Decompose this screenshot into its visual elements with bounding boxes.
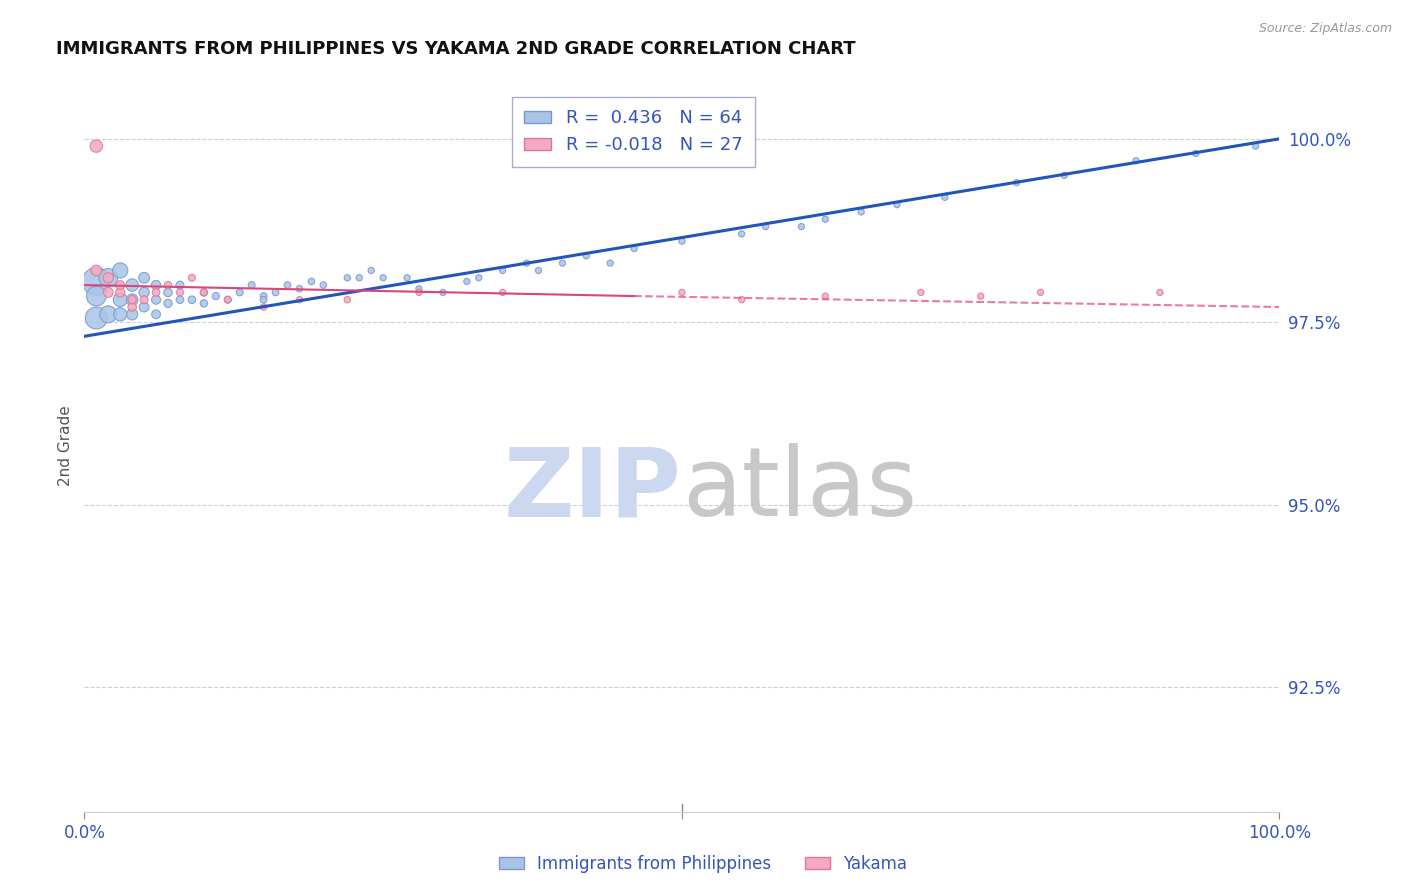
- Point: [468, 270, 491, 285]
- Point: [145, 293, 167, 307]
- Point: [229, 285, 252, 300]
- Point: [671, 234, 693, 248]
- Text: ZIP: ZIP: [503, 443, 682, 536]
- Point: [132, 285, 156, 300]
- Point: [205, 289, 228, 303]
- Point: [157, 278, 180, 293]
- Point: [157, 296, 180, 310]
- Point: [551, 256, 574, 270]
- Point: [349, 270, 371, 285]
- Text: Source: ZipAtlas.com: Source: ZipAtlas.com: [1258, 22, 1392, 36]
- Point: [336, 293, 359, 307]
- Point: [623, 242, 645, 256]
- Point: [132, 300, 156, 314]
- Point: [121, 293, 143, 307]
- Point: [145, 278, 167, 293]
- Point: [970, 289, 993, 303]
- Point: [169, 293, 191, 307]
- Point: [132, 270, 156, 285]
- Point: [97, 270, 120, 285]
- Point: [86, 311, 108, 326]
- Point: [1053, 169, 1076, 183]
- Point: [288, 293, 311, 307]
- Point: [157, 285, 180, 300]
- Point: [121, 307, 143, 321]
- Point: [599, 256, 621, 270]
- Point: [193, 285, 215, 300]
- Point: [181, 270, 204, 285]
- Point: [253, 300, 276, 314]
- Point: [492, 285, 515, 300]
- Point: [360, 263, 382, 277]
- Point: [86, 289, 108, 303]
- Point: [169, 285, 191, 300]
- Point: [86, 139, 108, 153]
- Point: [97, 285, 120, 300]
- Legend: R =  0.436   N = 64, R = -0.018   N = 27: R = 0.436 N = 64, R = -0.018 N = 27: [512, 96, 755, 167]
- Point: [1244, 139, 1267, 153]
- Point: [86, 263, 108, 277]
- Point: [934, 190, 956, 204]
- Point: [253, 293, 276, 307]
- Point: [301, 275, 323, 289]
- Point: [1185, 146, 1208, 161]
- Text: atlas: atlas: [682, 443, 917, 536]
- Point: [492, 263, 515, 277]
- Point: [288, 282, 311, 296]
- Point: [193, 285, 215, 300]
- Point: [253, 289, 276, 303]
- Point: [217, 293, 239, 307]
- Point: [755, 219, 778, 234]
- Point: [145, 307, 167, 321]
- Point: [814, 212, 837, 227]
- Point: [132, 293, 156, 307]
- Point: [336, 270, 359, 285]
- Point: [193, 296, 215, 310]
- Point: [790, 219, 813, 234]
- Point: [169, 278, 191, 293]
- Point: [264, 285, 287, 300]
- Point: [1125, 153, 1147, 168]
- Point: [373, 270, 395, 285]
- Point: [731, 227, 754, 241]
- Point: [432, 285, 454, 300]
- Point: [110, 263, 132, 277]
- Point: [408, 282, 430, 296]
- Point: [181, 293, 204, 307]
- Point: [97, 270, 120, 285]
- Point: [1005, 176, 1028, 190]
- Point: [217, 293, 239, 307]
- Point: [814, 289, 837, 303]
- Point: [396, 270, 419, 285]
- Point: [312, 278, 335, 293]
- Legend: Immigrants from Philippines, Yakama: Immigrants from Philippines, Yakama: [492, 848, 914, 880]
- Point: [886, 197, 908, 211]
- Point: [731, 293, 754, 307]
- Point: [145, 285, 167, 300]
- Text: IMMIGRANTS FROM PHILIPPINES VS YAKAMA 2ND GRADE CORRELATION CHART: IMMIGRANTS FROM PHILIPPINES VS YAKAMA 2N…: [56, 40, 856, 58]
- Point: [121, 300, 143, 314]
- Point: [121, 293, 143, 307]
- Point: [1149, 285, 1171, 300]
- Y-axis label: 2nd Grade: 2nd Grade: [58, 406, 73, 486]
- Point: [110, 307, 132, 321]
- Point: [456, 275, 478, 289]
- Point: [408, 285, 430, 300]
- Point: [851, 205, 873, 219]
- Point: [527, 263, 550, 277]
- Point: [121, 278, 143, 293]
- Point: [110, 293, 132, 307]
- Point: [1029, 285, 1052, 300]
- Point: [86, 275, 108, 289]
- Point: [110, 278, 132, 293]
- Point: [671, 285, 693, 300]
- Point: [97, 307, 120, 321]
- Point: [910, 285, 932, 300]
- Point: [240, 278, 263, 293]
- Point: [110, 285, 132, 300]
- Point: [516, 256, 538, 270]
- Point: [575, 249, 598, 263]
- Point: [277, 278, 299, 293]
